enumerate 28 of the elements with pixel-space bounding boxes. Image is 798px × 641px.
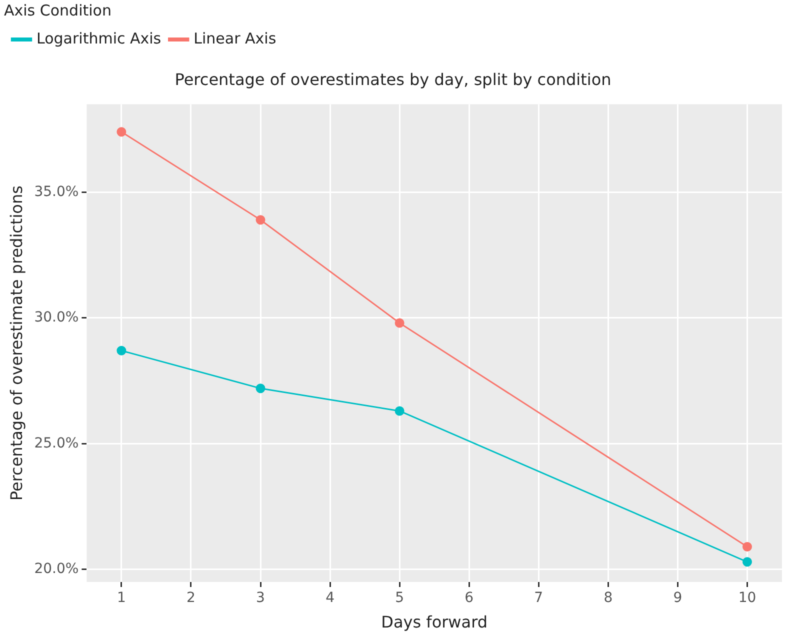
point [394, 318, 404, 328]
x-tick-label: 10 [738, 590, 756, 606]
point [116, 346, 126, 356]
legend-label: Linear Axis [194, 29, 276, 48]
x-tick-label: 2 [186, 590, 196, 606]
chart-title: Percentage of overestimates by day, split by condition [174, 70, 612, 89]
y-tick-label: 30.0% [34, 310, 79, 326]
point [742, 542, 752, 552]
legend-title: Axis Condition [4, 1, 112, 20]
x-tick-label: 3 [256, 590, 265, 606]
point [394, 406, 404, 416]
point [256, 384, 266, 394]
y-tick-label: 20.0% [34, 561, 79, 578]
point [116, 127, 126, 137]
x-tick-label: 5 [395, 590, 404, 606]
point [256, 215, 266, 225]
x-tick-label: 1 [116, 590, 126, 606]
x-tick-label: 8 [604, 590, 613, 606]
x-axis-title: Days forward [381, 612, 488, 632]
y-tick-label: 25.0% [34, 435, 79, 452]
x-tick-label: 7 [534, 590, 544, 606]
x-tick-label: 9 [673, 590, 682, 606]
legend-label: Logarithmic Axis [36, 29, 162, 48]
x-tick-label: 4 [326, 590, 335, 606]
y-tick-label: 35.0% [34, 184, 79, 200]
y-axis-title: Percentage of overestimate predictions [6, 186, 26, 501]
point [742, 557, 752, 567]
x-tick-label: 6 [464, 590, 474, 606]
